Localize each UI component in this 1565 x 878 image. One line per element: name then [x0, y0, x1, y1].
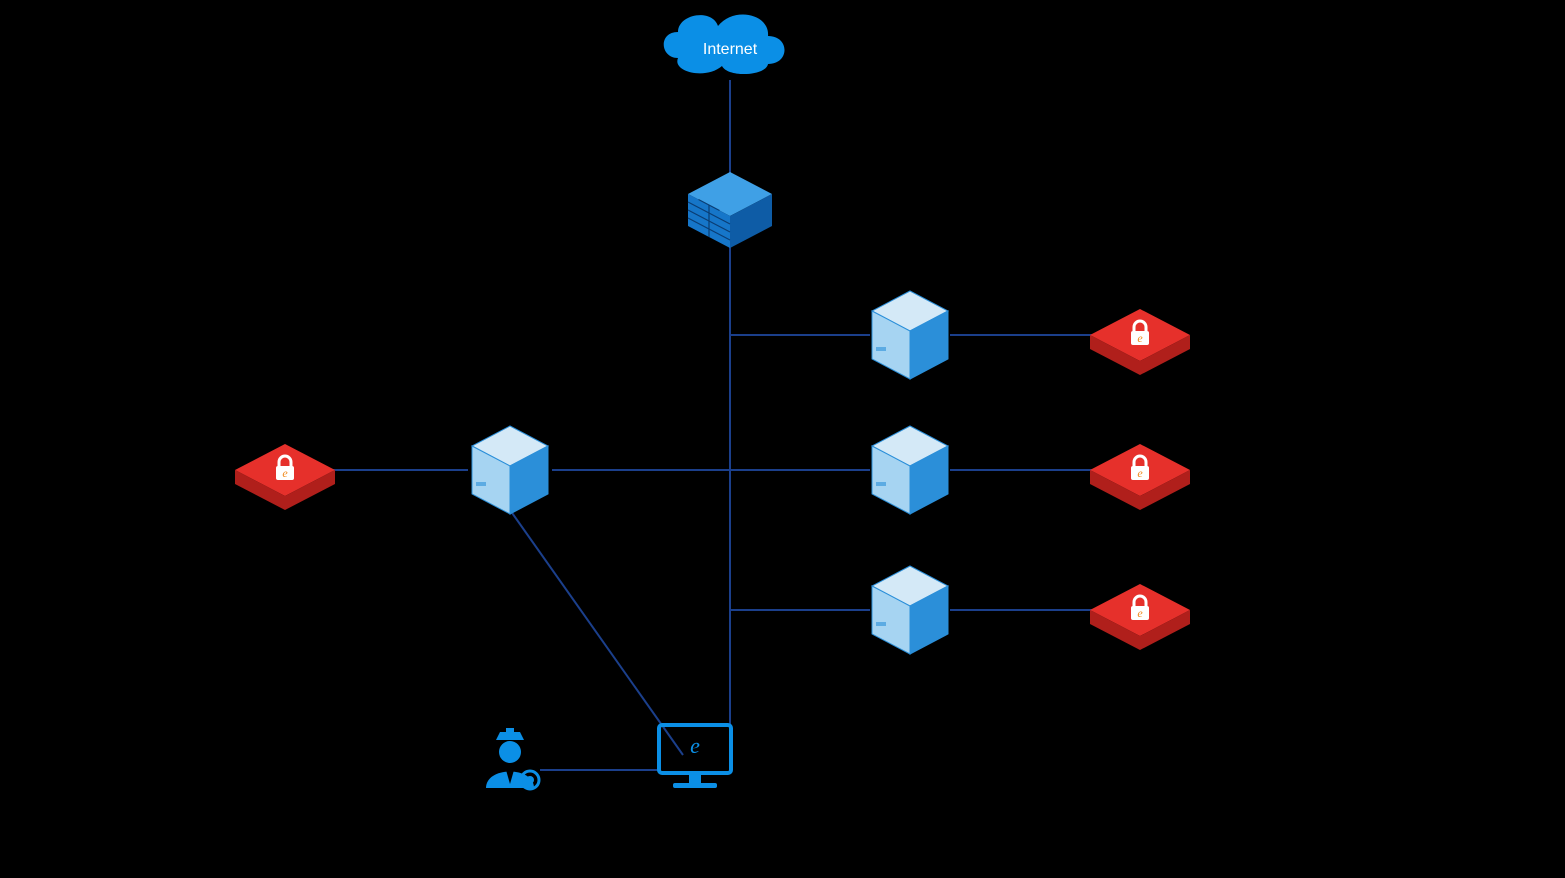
- e-glyph: e: [1137, 466, 1143, 480]
- e-glyph: e: [1137, 331, 1143, 345]
- cloud-label: Internet: [703, 41, 758, 58]
- network-diagram: Internet e e e e e: [0, 0, 1565, 878]
- e-glyph: e: [690, 733, 700, 758]
- e-glyph: e: [282, 466, 288, 480]
- e-glyph: e: [1137, 606, 1143, 620]
